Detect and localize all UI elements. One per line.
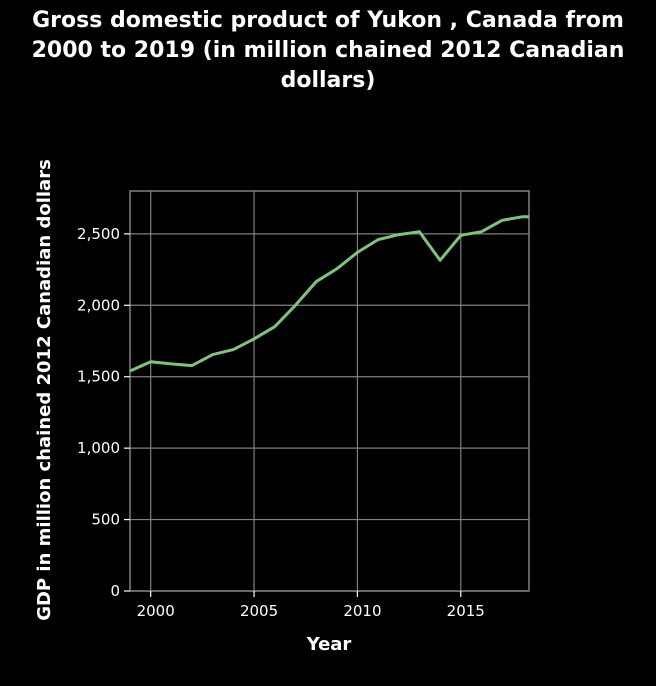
y-tick-label: 2,000 <box>77 296 120 314</box>
y-tick-label: 500 <box>91 511 120 529</box>
series-layer <box>130 215 529 373</box>
chart-title: Gross domestic product of Yukon , Canada… <box>31 8 625 93</box>
y-tick-label: 1,000 <box>77 439 120 457</box>
x-tick-label: 2010 <box>343 602 381 620</box>
tick-labels: 0 500 1,000 1,500 2,000 2,500 2000 2005 2010 2015 <box>77 225 485 620</box>
y-tick-label: 0 <box>110 582 120 600</box>
y-tick-label: 1,500 <box>77 368 120 386</box>
x-tick-label: 2000 <box>137 602 175 620</box>
x-axis-label: Year <box>306 634 352 655</box>
x-tick-label: 2015 <box>447 602 485 620</box>
x-tick-label: 2005 <box>240 602 278 620</box>
y-axis-label: GDP in million chained 2012 Canadian dol… <box>34 159 55 621</box>
grid <box>124 190 530 597</box>
y-tick-label: 2,500 <box>77 225 120 243</box>
plot-frame <box>129 190 530 592</box>
series-line <box>130 215 529 373</box>
